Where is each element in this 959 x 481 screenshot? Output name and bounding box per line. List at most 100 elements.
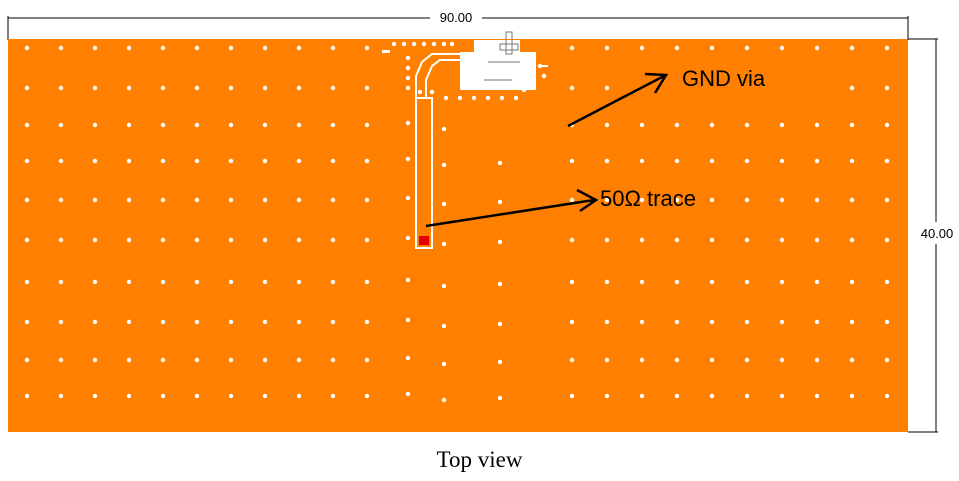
gnd-via [441,283,447,289]
gnd-via [744,45,750,51]
gnd-via [160,357,166,363]
gnd-via [364,197,370,203]
gnd-via [639,45,645,51]
gnd-via [262,197,268,203]
gnd-via [709,122,715,128]
gnd-via [194,158,200,164]
gnd-via [569,279,575,285]
gnd-via [441,241,447,247]
gnd-via [529,53,535,59]
gnd-via [674,237,680,243]
gnd-via [405,85,411,91]
gnd-via [194,393,200,399]
gnd-via [194,279,200,285]
height-dimension: 40.00 [908,38,954,433]
gnd-via [569,158,575,164]
gnd-via [160,122,166,128]
gnd-via [364,319,370,325]
pcb-board [8,39,908,432]
gnd-via [58,85,64,91]
gnd-via [744,197,750,203]
gnd-via [604,45,610,51]
gnd-via [228,393,234,399]
gnd-via [639,197,645,203]
gnd-via [604,85,610,91]
gnd-via [405,65,411,71]
gnd-via [405,355,411,361]
gnd-via [405,391,411,397]
gnd-via [58,357,64,363]
gnd-via [194,197,200,203]
gnd-via [194,122,200,128]
gnd-via [24,122,30,128]
gnd-via [884,158,890,164]
height-label: 40.00 [921,226,954,241]
gnd-via [497,321,503,327]
gnd-via [485,95,491,101]
gnd-via [364,122,370,128]
gnd-via [296,357,302,363]
gnd-via [639,237,645,243]
gnd-via [194,45,200,51]
gnd-via [744,279,750,285]
gnd-via [639,158,645,164]
width-label: 90.00 [440,10,473,25]
gnd-via [262,319,268,325]
gnd-via [814,45,820,51]
gnd-via [194,357,200,363]
gnd-via [849,85,855,91]
gnd-via [262,279,268,285]
gnd-via [779,45,785,51]
gnd-via [58,197,64,203]
gnd-via [674,319,680,325]
gnd-via [441,323,447,329]
gnd-via [24,85,30,91]
gnd-via [262,45,268,51]
trace-outline [415,97,433,249]
gnd-via [92,122,98,128]
figure-caption: Top view [436,447,523,472]
gnd-via [457,95,463,101]
gnd-via [126,45,132,51]
gnd-via [405,277,411,283]
gnd-via [58,158,64,164]
gnd-via [160,279,166,285]
gnd-via [744,122,750,128]
gnd-via [744,393,750,399]
gnd-via [401,41,407,47]
gnd-via [674,197,680,203]
gnd-via [779,357,785,363]
gnd-via [92,279,98,285]
gnd-via [604,237,610,243]
gnd-via [411,41,417,47]
gnd-via [228,357,234,363]
gnd-via [330,85,336,91]
gnd-via [126,122,132,128]
gnd-via [604,357,610,363]
gnd-via [497,395,503,401]
gnd-via [92,45,98,51]
gnd-via [884,357,890,363]
gnd-via [24,357,30,363]
gnd-via [569,45,575,51]
gnd-via [92,393,98,399]
gnd-via [497,239,503,245]
gnd-via [330,357,336,363]
gnd-via [497,281,503,287]
gnd-via [849,393,855,399]
gnd-via [779,122,785,128]
gnd-via [330,237,336,243]
gnd-via [884,237,890,243]
gnd-via [58,122,64,128]
gnd-via [537,63,543,69]
gnd-via [849,122,855,128]
gnd-via [364,45,370,51]
gnd-via [674,45,680,51]
gnd-via [443,95,449,101]
gnd-via [126,197,132,203]
gnd-via [405,195,411,201]
gnd-via [228,45,234,51]
gnd-via [849,237,855,243]
gnd-via [330,45,336,51]
